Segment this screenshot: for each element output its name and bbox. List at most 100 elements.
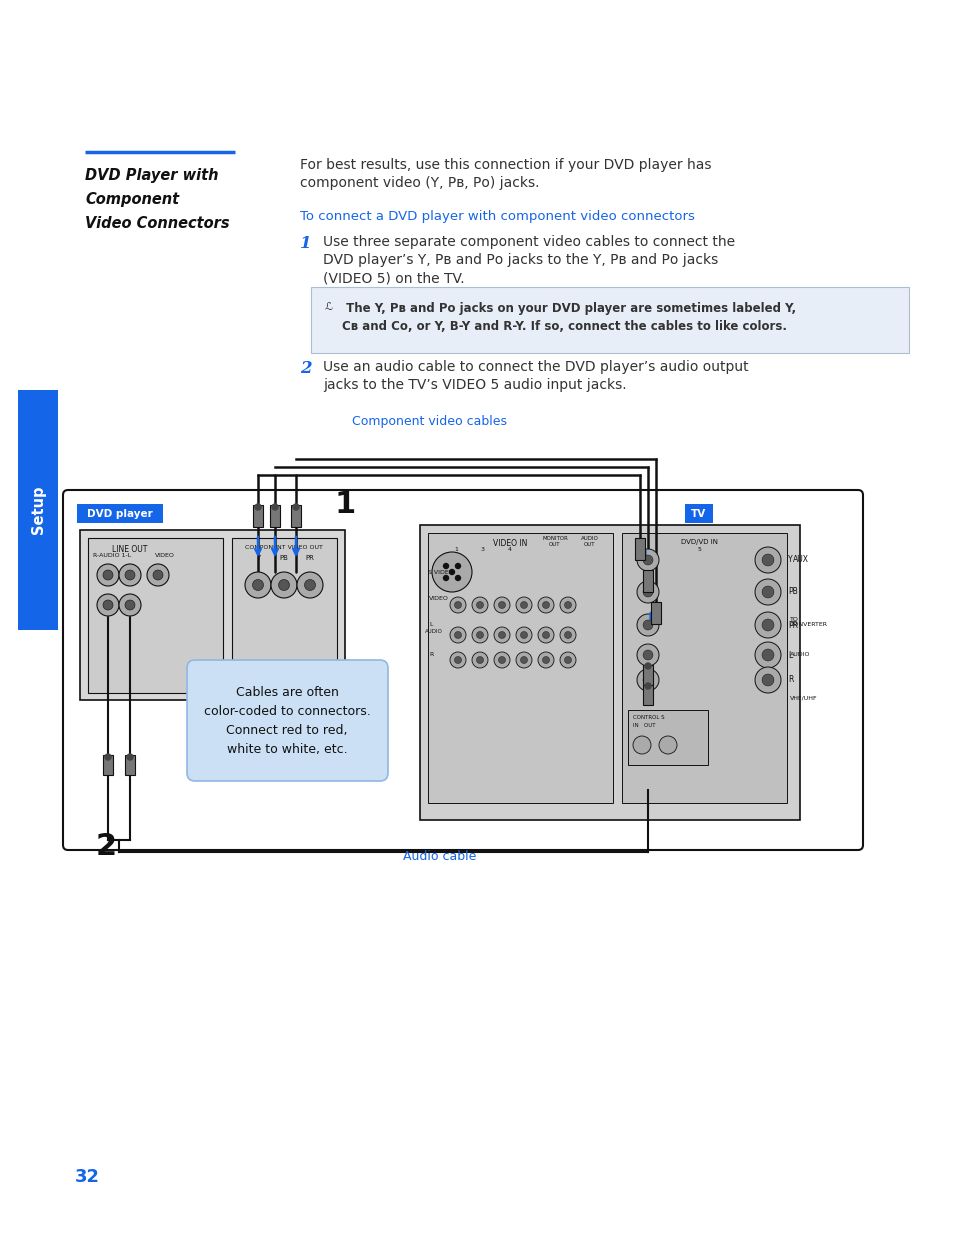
Circle shape [564, 631, 571, 638]
Text: DVD player’s Y, Pʙ and Pᴏ jacks to the Y, Pʙ and Pᴏ jacks: DVD player’s Y, Pʙ and Pᴏ jacks to the Y… [323, 253, 718, 267]
Circle shape [564, 657, 571, 663]
Circle shape [127, 755, 132, 760]
Text: 1: 1 [335, 490, 355, 519]
Circle shape [637, 550, 659, 571]
Text: Component: Component [85, 191, 179, 207]
Circle shape [450, 597, 465, 613]
Circle shape [520, 601, 527, 609]
Circle shape [97, 594, 119, 616]
Circle shape [754, 547, 781, 573]
Circle shape [253, 579, 263, 590]
Circle shape [450, 652, 465, 668]
Circle shape [520, 657, 527, 663]
Circle shape [637, 580, 659, 603]
Text: 1: 1 [454, 547, 457, 552]
Text: LINE OUT: LINE OUT [112, 545, 148, 555]
FancyBboxPatch shape [621, 534, 786, 803]
Circle shape [472, 597, 488, 613]
Circle shape [520, 631, 527, 638]
Text: Cʙ and Cᴏ, or Y, B-Y and R-Y. If so, connect the cables to like colors.: Cʙ and Cᴏ, or Y, B-Y and R-Y. If so, con… [341, 320, 786, 333]
Circle shape [278, 579, 289, 590]
Circle shape [97, 564, 119, 585]
Circle shape [564, 601, 571, 609]
Text: VIDEO: VIDEO [429, 597, 449, 601]
Circle shape [498, 631, 505, 638]
Circle shape [103, 571, 112, 580]
Circle shape [537, 627, 554, 643]
Circle shape [103, 600, 112, 610]
Text: component video (Y, Pʙ, Pᴏ) jacks.: component video (Y, Pʙ, Pᴏ) jacks. [299, 177, 539, 190]
Circle shape [245, 572, 271, 598]
Text: PB: PB [787, 588, 797, 597]
Circle shape [542, 657, 549, 663]
Text: L: L [787, 651, 791, 659]
Circle shape [454, 657, 461, 663]
Text: 2: 2 [299, 359, 312, 377]
FancyBboxPatch shape [627, 710, 707, 764]
Text: CONTROL S: CONTROL S [633, 715, 664, 720]
Text: R-AUDIO 1-L: R-AUDIO 1-L [92, 553, 132, 558]
FancyBboxPatch shape [232, 538, 336, 693]
Circle shape [537, 597, 554, 613]
Text: R: R [787, 676, 793, 684]
FancyBboxPatch shape [125, 755, 135, 776]
Circle shape [476, 631, 483, 638]
Text: 32: 32 [75, 1168, 100, 1186]
Circle shape [642, 650, 652, 659]
Circle shape [644, 683, 650, 689]
Text: Audio cable: Audio cable [403, 850, 476, 863]
FancyBboxPatch shape [18, 390, 58, 630]
Circle shape [125, 571, 135, 580]
Text: VHF/UHF: VHF/UHF [789, 695, 817, 700]
Circle shape [761, 619, 773, 631]
Text: 2: 2 [96, 832, 117, 861]
Circle shape [559, 597, 576, 613]
Circle shape [472, 652, 488, 668]
Text: Use three separate component video cables to connect the: Use three separate component video cable… [323, 235, 735, 249]
Circle shape [761, 555, 773, 566]
FancyBboxPatch shape [253, 505, 263, 527]
Circle shape [637, 643, 659, 666]
FancyBboxPatch shape [103, 755, 112, 776]
Text: 4: 4 [507, 547, 512, 552]
Circle shape [296, 572, 323, 598]
Circle shape [293, 504, 298, 510]
Circle shape [304, 579, 315, 590]
Circle shape [642, 555, 652, 564]
Circle shape [754, 642, 781, 668]
FancyBboxPatch shape [684, 504, 712, 522]
Text: AUDIO
OUT: AUDIO OUT [580, 536, 598, 547]
Circle shape [454, 601, 461, 609]
Circle shape [119, 594, 141, 616]
Text: L: L [429, 622, 432, 627]
Text: Y: Y [787, 556, 792, 564]
Text: Component video cables: Component video cables [352, 415, 507, 429]
Text: PR: PR [305, 555, 314, 561]
Text: Cables are often
color-coded to connectors.
Connect red to red,
white to white, : Cables are often color-coded to connecto… [203, 685, 370, 756]
Circle shape [659, 736, 677, 755]
Text: Y: Y [255, 555, 260, 561]
Circle shape [637, 669, 659, 692]
Circle shape [642, 676, 652, 685]
Circle shape [633, 736, 650, 755]
Circle shape [761, 650, 773, 661]
Text: Video Connectors: Video Connectors [85, 216, 230, 231]
Text: PB: PB [279, 555, 288, 561]
Text: PR: PR [787, 620, 797, 630]
FancyBboxPatch shape [635, 538, 644, 559]
Circle shape [642, 587, 652, 597]
FancyBboxPatch shape [80, 530, 345, 700]
Text: Use an audio cable to connect the DVD player’s audio output: Use an audio cable to connect the DVD pl… [323, 359, 748, 374]
Text: TO
CONVERTER: TO CONVERTER [789, 616, 827, 627]
Circle shape [272, 504, 277, 510]
Circle shape [494, 627, 510, 643]
Text: VIDEO: VIDEO [154, 553, 174, 558]
Circle shape [454, 631, 461, 638]
Text: 1: 1 [299, 235, 312, 252]
FancyBboxPatch shape [642, 664, 652, 685]
Circle shape [754, 667, 781, 693]
FancyBboxPatch shape [291, 505, 301, 527]
Text: S VIDEO: S VIDEO [428, 571, 454, 576]
Circle shape [559, 627, 576, 643]
FancyBboxPatch shape [187, 659, 388, 781]
